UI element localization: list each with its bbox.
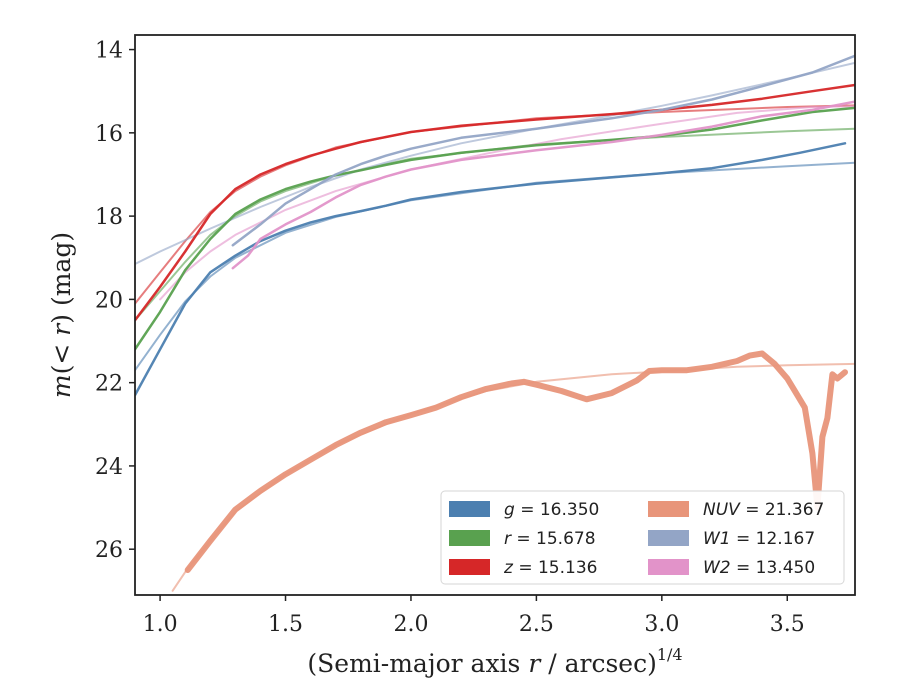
model-curve-r	[135, 127, 855, 322]
profile-band-g	[135, 142, 847, 397]
model-curve-g	[135, 161, 855, 372]
x-tick-label: 3.5	[770, 612, 805, 637]
y-tick-label: 18	[95, 205, 123, 230]
legend-swatch	[648, 559, 689, 575]
y-tick-label: 26	[95, 538, 123, 563]
legend-swatch	[648, 501, 689, 517]
y-axis-label: m(< r) (mag)	[47, 232, 76, 398]
legend-item-g: g = 16.350	[449, 500, 599, 520]
profile-band-w1	[231, 54, 855, 247]
legend-box	[440, 490, 845, 585]
model-curve-w1	[135, 61, 855, 265]
legend-label: W2 = 13.450	[703, 558, 815, 578]
legend-item-z: z = 15.136	[449, 558, 597, 578]
x-tick-label: 3.0	[644, 612, 679, 637]
x-tick-label: 2.5	[519, 612, 554, 637]
y-tick-label: 24	[95, 455, 123, 480]
x-axis-label: (Semi-major axis r / arcsec)1/4	[307, 645, 682, 678]
y-tick-label: 20	[95, 288, 123, 313]
legend-label: NUV = 21.367	[703, 500, 824, 520]
profile-band-nuv	[184, 350, 848, 573]
legend-label: W1 = 12.167	[703, 529, 815, 549]
legend-swatch	[648, 530, 689, 546]
y-tick-label: 16	[95, 122, 123, 147]
series-layer	[135, 54, 855, 592]
profile-band-r	[135, 106, 855, 351]
legend-swatch	[449, 501, 490, 517]
legend: g = 16.350 r = 15.678 z = 15.136 NUV = 21.3…	[440, 490, 845, 585]
y-tick-label: 14	[95, 39, 123, 64]
profile-band-w2	[231, 100, 855, 270]
profile-band-z	[135, 83, 855, 322]
legend-item-r: r = 15.678	[449, 529, 596, 549]
legend-swatch	[449, 530, 490, 546]
legend-item-nuv: NUV = 21.367	[648, 500, 824, 520]
legend-label: r = 15.678	[504, 529, 596, 549]
y-tick-label: 22	[95, 372, 123, 397]
legend-item-w1: W1 = 12.167	[648, 529, 815, 549]
legend-item-w2: W2 = 13.450	[648, 558, 815, 578]
model-curve-z	[135, 104, 855, 305]
x-tick-label: 1.5	[268, 612, 303, 637]
legend-items: g = 16.350 r = 15.678 z = 15.136 NUV = 21.3…	[449, 500, 824, 578]
plot-frame	[134, 34, 856, 596]
legend-label: z = 15.136	[503, 558, 597, 578]
ticks-layer: 1.0 1.5 2.0 2.5 3.0 3.5 14 16 18 20 22 24 26	[95, 39, 805, 637]
legend-swatch	[449, 559, 490, 575]
x-tick-label: 2.0	[393, 612, 428, 637]
legend-label: g = 16.350	[504, 500, 599, 520]
x-tick-label: 1.0	[143, 612, 178, 637]
